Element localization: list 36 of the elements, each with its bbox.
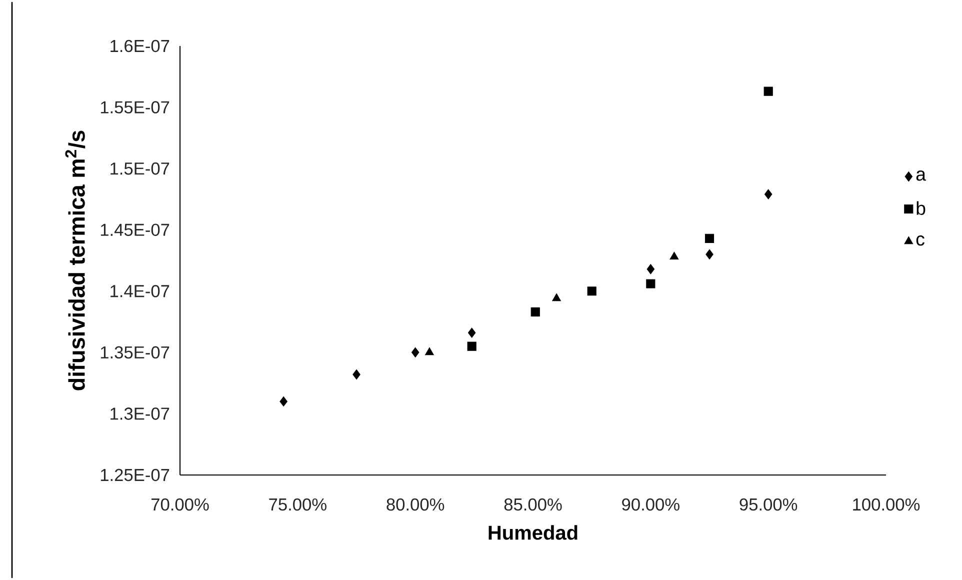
y-tick-label: 1.35E-07 bbox=[100, 346, 170, 359]
y-tick-label: 1.3E-07 bbox=[110, 408, 170, 420]
y-tick-label: 1.55E-07 bbox=[100, 101, 170, 114]
point bbox=[704, 234, 714, 243]
y-axis-title: difusividad termica m$^{2}$/s bbox=[65, 130, 86, 390]
x-tick-label: 85.00% bbox=[504, 498, 562, 511]
point bbox=[467, 342, 476, 351]
x-tick-label: 100.00% bbox=[853, 498, 920, 511]
point bbox=[706, 249, 714, 260]
legend-label: c bbox=[916, 235, 924, 246]
point bbox=[646, 264, 655, 274]
point bbox=[764, 189, 772, 200]
point bbox=[530, 307, 540, 317]
x-tick-label: 75.00% bbox=[269, 498, 326, 511]
x-axis-title: Humedad bbox=[488, 525, 578, 540]
x-tick-label: 90.00% bbox=[622, 498, 680, 511]
y-tick-label: 1.45E-07 bbox=[100, 224, 170, 236]
y-tick-label: 1.5E-07 bbox=[110, 162, 170, 175]
x-tick-label: 80.00% bbox=[386, 498, 444, 511]
point bbox=[352, 369, 360, 380]
point bbox=[468, 328, 476, 338]
y-tick-label: 1.25E-07 bbox=[100, 468, 170, 482]
point bbox=[552, 293, 561, 302]
y-tick-label: 1.4E-07 bbox=[110, 284, 170, 298]
point bbox=[670, 252, 679, 260]
point bbox=[764, 86, 773, 96]
point bbox=[411, 347, 420, 358]
x-tick-label: 70.00% bbox=[152, 498, 209, 511]
y-tick-label: 1.6E-07 bbox=[110, 40, 170, 52]
point bbox=[587, 286, 596, 296]
point bbox=[280, 396, 288, 407]
point bbox=[646, 279, 656, 288]
x-tick-label: 95.00% bbox=[740, 498, 798, 511]
point bbox=[425, 347, 434, 356]
legend-label: a bbox=[916, 170, 926, 181]
legend-label: b bbox=[916, 201, 926, 215]
